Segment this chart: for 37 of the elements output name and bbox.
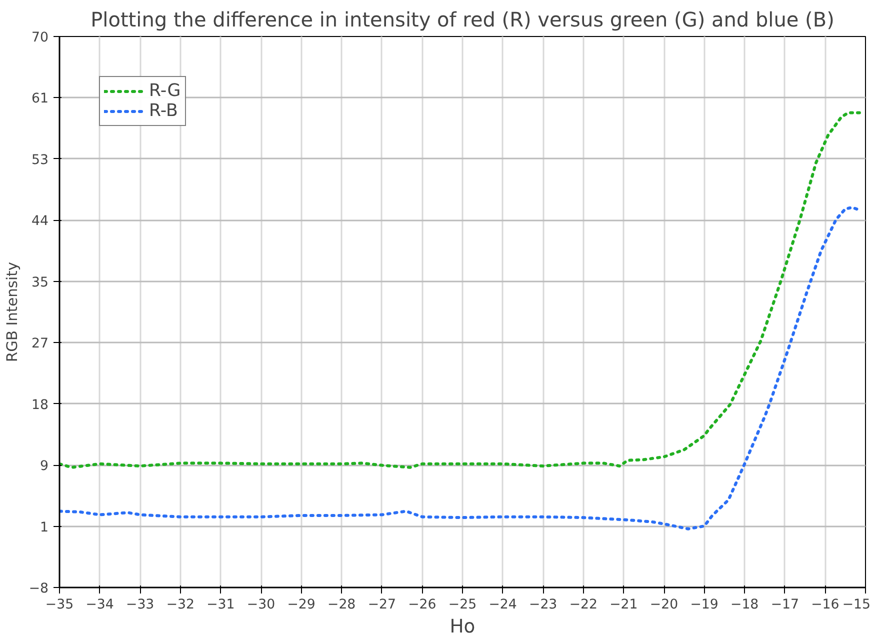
x-tick-label: −18: [730, 598, 759, 612]
legend-label: R-G: [149, 81, 181, 101]
y-tick-label: 27: [32, 336, 49, 352]
y-tick-label: 1: [40, 520, 49, 536]
x-tick-label: −30: [246, 598, 276, 612]
x-tick-label: −27: [368, 598, 396, 612]
y-tick-label: 61: [32, 92, 49, 107]
x-tick-label: −16: [811, 598, 840, 612]
x-tick-label: −21: [610, 598, 638, 612]
x-tick-label: −26: [408, 598, 436, 612]
y-tick-label: −8: [28, 582, 49, 596]
y-tick-label: 44: [32, 214, 49, 230]
y-axis-title: RGB Intensity: [4, 262, 21, 362]
x-tick-label: −34: [86, 598, 114, 612]
x-tick-label: −22: [569, 598, 598, 612]
x-axis-title: Ho: [450, 616, 476, 638]
legend-label: R-B: [149, 101, 178, 121]
x-tick-label: −31: [206, 598, 235, 612]
y-tick-label: 70: [32, 30, 49, 46]
x-tick-label: −25: [448, 598, 477, 612]
x-tick-label: −17: [770, 598, 799, 612]
line-series: [60, 206, 860, 530]
x-tick-label: −28: [328, 598, 356, 612]
x-tick-label: −24: [488, 598, 517, 612]
y-tick-label: 53: [32, 152, 49, 168]
chart-title: Plotting the difference in intensity of red (R) versus green (G) and blue (B): [90, 8, 834, 32]
x-tick-label: −23: [529, 598, 558, 612]
x-tick-label: −29: [287, 598, 316, 612]
x-tick-label: −32: [166, 598, 194, 612]
y-tick-label: 18: [32, 398, 49, 413]
y-tick-label: 35: [32, 275, 49, 290]
x-tick-label: −19: [690, 598, 718, 612]
x-tick-label: −15: [842, 598, 871, 612]
x-tick-label: −20: [650, 598, 678, 612]
y-tick-label: 9: [40, 459, 49, 474]
x-tick-label: −33: [126, 598, 154, 612]
x-tick-label: −35: [45, 598, 74, 612]
